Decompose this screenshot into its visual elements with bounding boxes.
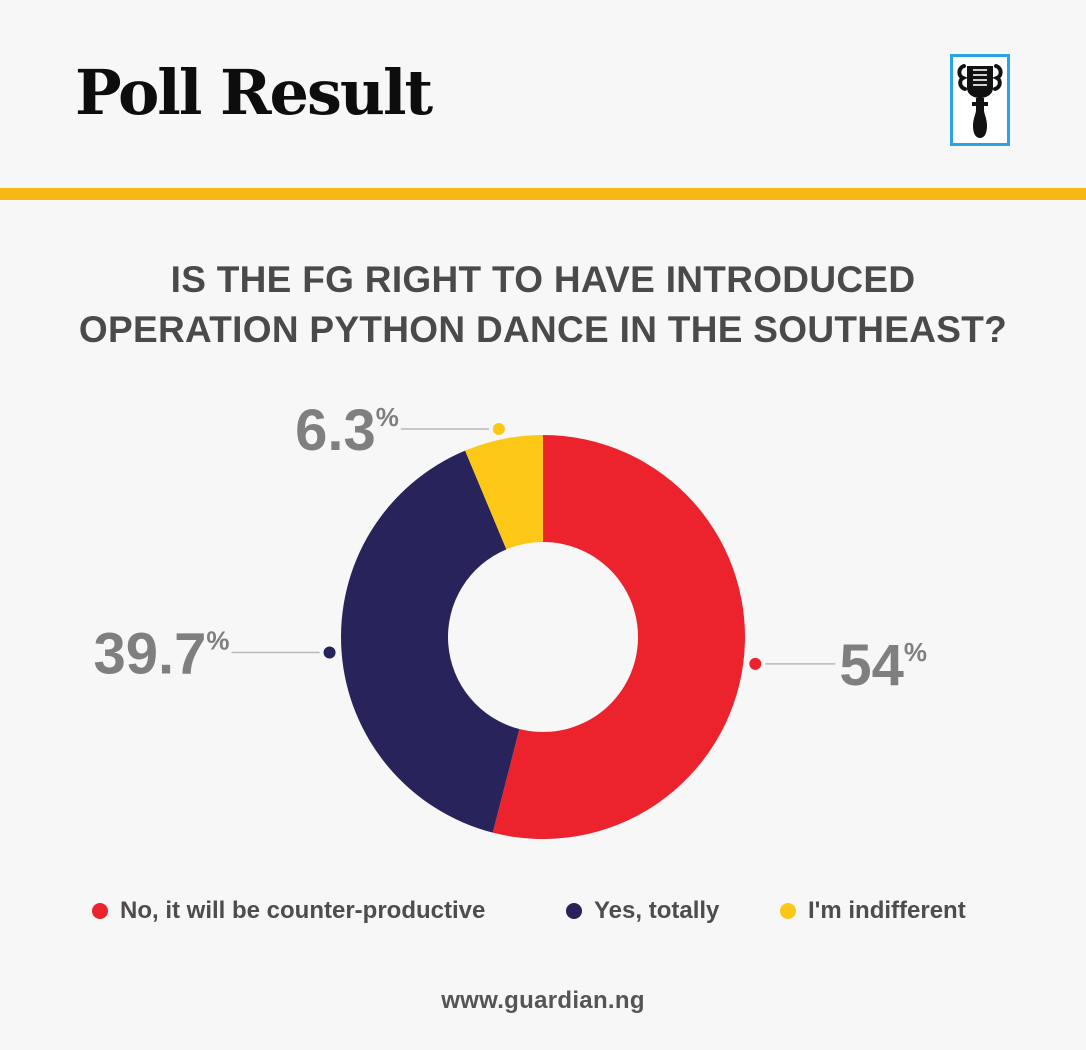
chart-legend: No, it will be counter-productive Yes, t… xyxy=(0,896,1086,926)
callout-dot xyxy=(492,422,505,435)
legend-swatch xyxy=(780,903,796,919)
data-label: 54% xyxy=(839,633,927,698)
page-header: Poll Result xyxy=(0,0,1086,188)
chart-slices xyxy=(340,435,745,839)
callout-dot xyxy=(323,646,336,659)
accent-divider xyxy=(0,188,1086,200)
guardian-logo-icon xyxy=(950,54,1010,146)
donut-slice xyxy=(492,435,745,839)
legend-swatch xyxy=(92,903,108,919)
legend-swatch xyxy=(566,903,582,919)
data-label: 6.3% xyxy=(295,398,399,463)
poll-question: IS THE FG RIGHT TO HAVE INTRODUCED OPERA… xyxy=(0,255,1086,355)
page-title: Poll Result xyxy=(75,56,433,129)
poll-question-line-2: OPERATION PYTHON DANCE IN THE SOUTHEAST? xyxy=(78,309,1008,350)
poll-question-line-1: IS THE FG RIGHT TO HAVE INTRODUCED xyxy=(170,259,916,300)
callout-dot xyxy=(749,657,762,670)
donut-slice xyxy=(465,435,543,550)
legend-label: Yes, totally xyxy=(594,897,720,924)
chart-callouts: 54% 39.7% 6.3% xyxy=(94,398,927,698)
legend-label: I'm indifferent xyxy=(808,897,966,924)
data-label: 39.7% xyxy=(94,621,230,686)
donut-slice xyxy=(340,450,520,833)
legend-label: No, it will be counter-productive xyxy=(120,897,486,924)
footer-url: www.guardian.ng xyxy=(441,987,645,1014)
